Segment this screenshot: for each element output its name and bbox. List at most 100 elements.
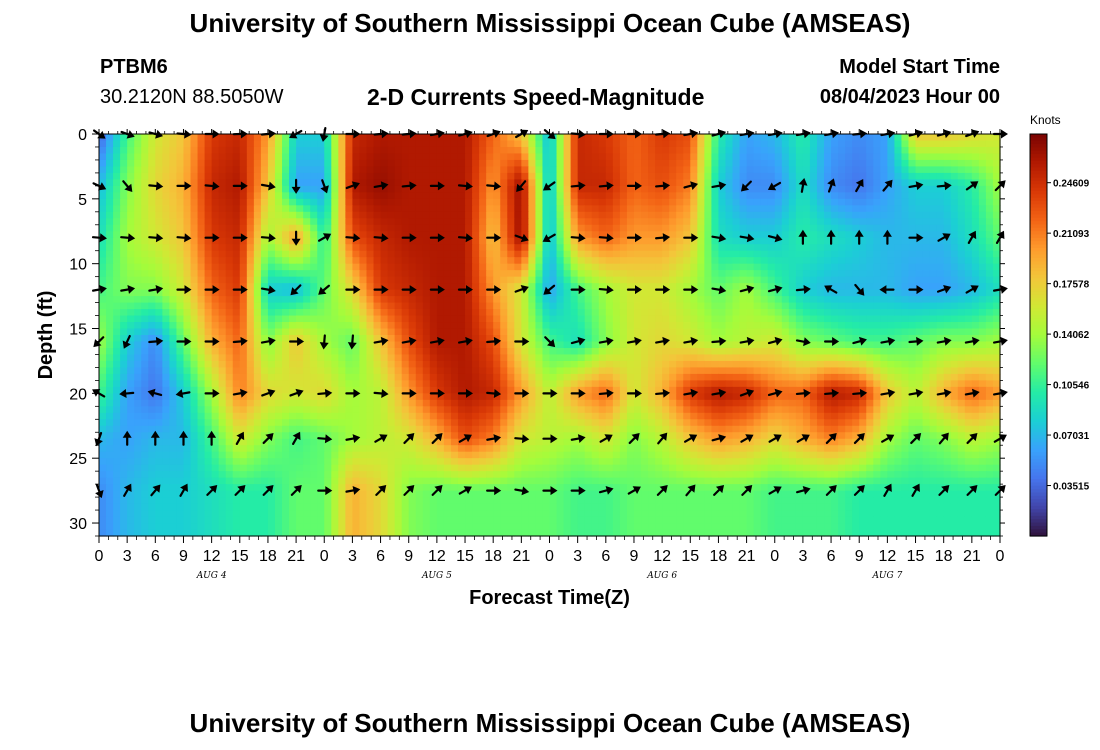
heatmap-cell [992, 367, 1001, 375]
heatmap-cell [274, 166, 283, 174]
heatmap-cell [802, 237, 811, 245]
heatmap-cell [802, 159, 811, 168]
heatmap-cell [415, 335, 424, 343]
heatmap-cell [711, 341, 720, 349]
heatmap-cell [901, 146, 910, 155]
heatmap-cell [169, 380, 178, 388]
heatmap-cell [239, 328, 248, 336]
heatmap-cell [493, 263, 501, 271]
heatmap-cell [310, 270, 318, 278]
heatmap-cell [443, 283, 452, 291]
heatmap-cell [267, 198, 276, 206]
heatmap-cell [598, 231, 607, 239]
heatmap-cell [718, 140, 727, 148]
heatmap-cell [880, 159, 888, 168]
heatmap-cell [704, 335, 712, 343]
heatmap-cell [795, 172, 804, 180]
heatmap-cell [169, 341, 178, 349]
heatmap-cell [767, 231, 776, 239]
heatmap-cell [816, 322, 825, 330]
heatmap-cell [465, 367, 473, 375]
heatmap-cell [155, 166, 163, 174]
heatmap-cell [359, 373, 368, 381]
heatmap-cell [866, 315, 874, 323]
heatmap-cell [626, 263, 635, 271]
heatmap-cell [303, 367, 311, 375]
heatmap-cell [950, 231, 959, 239]
heatmap-cell [915, 140, 924, 148]
heatmap-cell [479, 328, 487, 336]
heatmap-cell [894, 283, 903, 291]
heatmap-cell [978, 328, 987, 336]
heatmap-cell [570, 159, 579, 168]
heatmap-cell [274, 347, 283, 356]
heatmap-cell [422, 315, 431, 323]
heatmap-cell [528, 140, 537, 148]
heatmap-cell [197, 263, 206, 271]
heatmap-cell [338, 179, 346, 187]
heatmap-cell [964, 250, 973, 258]
heatmap-cell [479, 218, 487, 226]
heatmap-cell [401, 231, 410, 239]
heatmap-cell [443, 250, 452, 258]
heatmap-cell [915, 153, 924, 161]
heatmap-cell [936, 205, 945, 213]
heatmap-cell [584, 185, 593, 193]
heatmap-cell [127, 263, 135, 271]
heatmap-cell [943, 309, 952, 317]
heatmap-cell [246, 218, 255, 226]
heatmap-cell [922, 283, 931, 291]
heatmap-cell [563, 237, 572, 245]
heatmap-cell [457, 231, 466, 239]
heatmap-cell [253, 224, 262, 232]
heatmap-cell [802, 140, 811, 148]
heatmap-cell [225, 179, 234, 187]
heatmap-cell [493, 192, 501, 200]
heatmap-cell [197, 211, 206, 219]
heatmap-cell [894, 153, 903, 161]
heatmap-cell [669, 360, 677, 369]
heatmap-cell [549, 192, 558, 200]
heatmap-cell [873, 289, 881, 297]
heatmap-cell [915, 263, 924, 271]
heatmap-cell [465, 263, 473, 271]
heatmap-cell [824, 322, 832, 330]
heatmap-cell [324, 250, 332, 258]
heatmap-cell [457, 244, 466, 252]
heatmap-cell [246, 250, 255, 258]
heatmap-cell [922, 159, 931, 168]
heatmap-cell [457, 283, 466, 291]
heatmap-cell [443, 198, 452, 206]
heatmap-cell [732, 263, 741, 271]
heatmap-cell [767, 263, 776, 271]
heatmap-cell [373, 360, 382, 369]
heatmap-cell [676, 315, 684, 323]
heatmap-cell [556, 309, 565, 317]
heatmap-cell [415, 205, 424, 213]
heatmap-cell [352, 263, 361, 271]
heatmap-cell [450, 159, 459, 168]
heatmap-cell [443, 192, 452, 200]
heatmap-cell [971, 166, 980, 174]
heatmap-cell [964, 309, 973, 317]
heatmap-cell [619, 270, 628, 278]
heatmap-cell [183, 231, 192, 239]
heatmap-cell [106, 218, 114, 226]
heatmap-cell [838, 218, 846, 226]
heatmap-cell [394, 185, 403, 193]
heatmap-cell [711, 373, 720, 381]
heatmap-cell [373, 140, 382, 148]
heatmap-cell [225, 283, 234, 291]
heatmap-cell [915, 205, 924, 213]
heatmap-cell [641, 244, 649, 252]
heatmap-cell [633, 263, 642, 271]
heatmap-cell [260, 198, 269, 206]
heatmap-cell [345, 354, 354, 362]
heatmap-cell [901, 373, 910, 381]
heatmap-cell [267, 296, 276, 304]
heatmap-cell [788, 224, 797, 232]
heatmap-cell [134, 347, 142, 356]
heatmap-cell [500, 263, 508, 271]
heatmap-cell [619, 341, 628, 349]
heatmap-cell [310, 211, 318, 219]
